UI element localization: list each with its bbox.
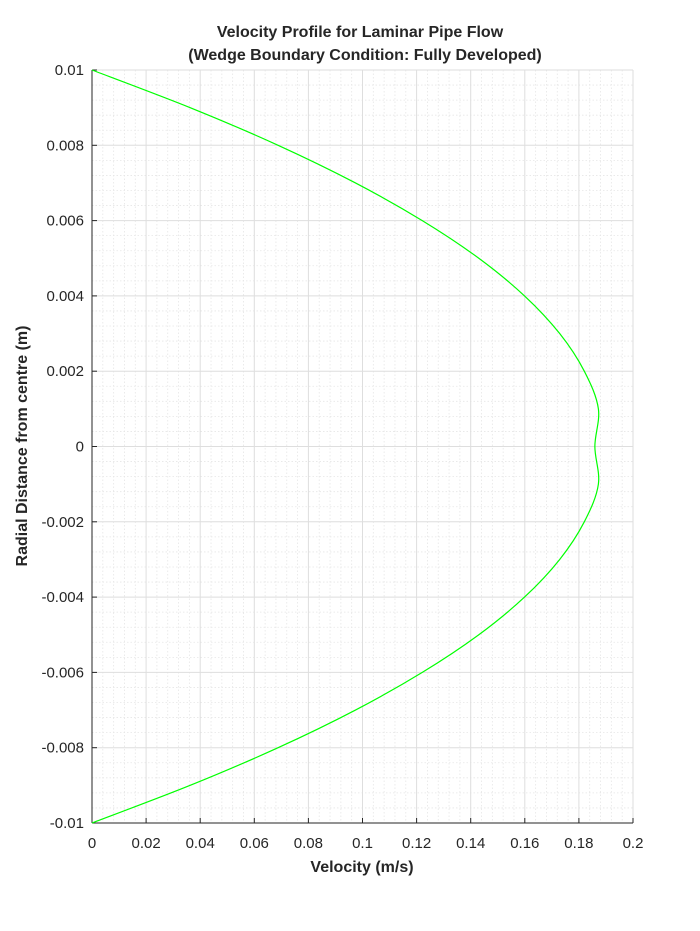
y-tick-labels: 0.01 0.008 0.006 0.004 0.002 0 -0.002 -0.004 -0.… — [41, 62, 84, 832]
x-tick-label: 0.1 — [352, 835, 373, 852]
y-tick-label: -0.01 — [50, 815, 84, 832]
y-axis-label: Radial Distance from centre (m) — [14, 326, 31, 567]
x-tick-labels: 0 0.02 0.04 0.06 0.08 0.1 0.12 0.14 0.16 0.18 0.2 — [88, 835, 644, 852]
series-layer — [91, 69, 600, 824]
x-tick-label: 0.08 — [294, 835, 323, 852]
x-tick-label: 0.12 — [402, 835, 431, 852]
x-axis-label: Velocity (m/s) — [310, 859, 413, 876]
x-tick-label: 0.2 — [623, 835, 644, 852]
y-tick-label: -0.006 — [41, 664, 84, 681]
x-tick-label: 0.02 — [131, 835, 160, 852]
y-tick-label: 0.01 — [55, 62, 84, 79]
x-tick-label: 0 — [88, 835, 96, 852]
y-tick-label: -0.004 — [41, 589, 84, 606]
y-tick-label: -0.008 — [41, 740, 84, 757]
x-tick-label: 0.14 — [456, 835, 485, 852]
x-tick-label: 0.06 — [240, 835, 269, 852]
x-tick-label: 0.16 — [510, 835, 539, 852]
chart-title-line-1: Velocity Profile for Laminar Pipe Flow — [217, 24, 504, 41]
y-tick-label: -0.002 — [41, 514, 84, 531]
y-tick-label: 0.006 — [46, 213, 84, 230]
y-tick-label: 0 — [76, 439, 84, 456]
y-tick-label: 0.002 — [46, 363, 84, 380]
y-tick-label: 0.004 — [46, 288, 84, 305]
x-tick-label: 0.04 — [186, 835, 215, 852]
y-tick-label: 0.008 — [46, 137, 84, 154]
velocity-profile-line — [91, 69, 600, 824]
x-tick-label: 0.18 — [564, 835, 593, 852]
chart-title-line-2: (Wedge Boundary Condition: Fully Develop… — [188, 47, 541, 64]
axes — [91, 69, 634, 824]
